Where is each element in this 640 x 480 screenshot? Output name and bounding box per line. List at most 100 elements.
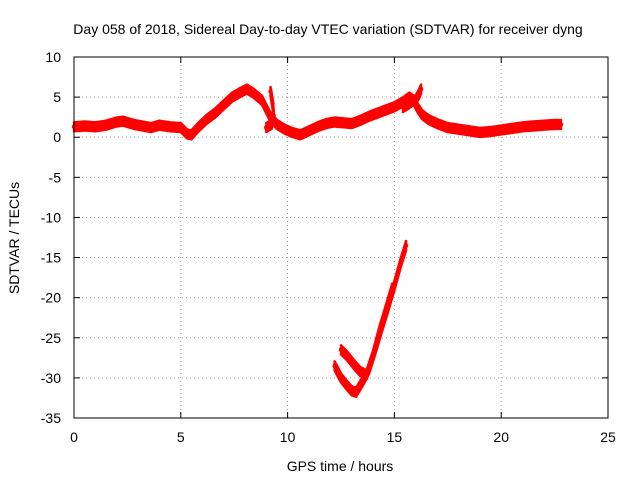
y-tick-label: -35: [41, 410, 61, 426]
data-point: [370, 353, 376, 358]
series-line: [339, 282, 394, 372]
x-tick-label: 15: [387, 429, 403, 445]
data-point: [366, 114, 371, 119]
y-tick-label: 10: [45, 49, 61, 65]
data-point: [204, 117, 209, 122]
data-point: [244, 86, 250, 92]
data-point: [338, 347, 344, 352]
series-line: [333, 360, 358, 390]
data-point: [477, 130, 482, 135]
data-point: [274, 122, 280, 127]
data-point: [157, 123, 162, 128]
y-tick-label: -10: [41, 209, 61, 225]
data-point: [298, 132, 303, 137]
data-point: [259, 98, 265, 103]
data-point: [345, 354, 350, 359]
data-point: [364, 372, 369, 377]
data-point: [185, 131, 190, 137]
data-point: [332, 119, 337, 125]
data-point: [398, 260, 403, 265]
data-point: [140, 123, 145, 129]
x-tick-label: 5: [177, 429, 185, 445]
data-point: [114, 119, 119, 125]
data-point: [103, 123, 109, 128]
data-point: [238, 90, 243, 95]
data-point: [558, 122, 564, 127]
chart-title: Day 058 of 2018, Sidereal Day-to-day VTE…: [73, 21, 582, 37]
series-main: [71, 83, 564, 141]
x-tick-label: 10: [280, 429, 296, 445]
y-tick-label: -30: [41, 370, 61, 386]
data-point: [418, 86, 424, 92]
data-point: [349, 388, 354, 393]
data-point: [415, 106, 421, 111]
data-point: [445, 125, 450, 130]
data-point: [120, 119, 126, 124]
data-point: [509, 126, 515, 131]
data-point: [488, 129, 493, 134]
series-spike-a: [264, 85, 276, 134]
series-line: [72, 83, 563, 132]
data-point: [434, 121, 440, 126]
series-line: [264, 85, 276, 125]
data-point: [531, 123, 536, 129]
series-line: [354, 239, 408, 390]
y-axis-label: SDTVAR / TECUs: [6, 182, 22, 294]
data-point: [131, 122, 136, 127]
data-point: [358, 118, 363, 123]
x-tick-label: 20: [493, 429, 509, 445]
data-point: [271, 113, 276, 118]
data-point: [270, 101, 275, 106]
y-tick-label: -20: [41, 290, 61, 306]
data-point: [383, 107, 389, 113]
data-point: [413, 97, 418, 102]
data-point: [332, 363, 337, 369]
data-point: [195, 125, 201, 130]
data-point: [390, 285, 395, 291]
series-line: [72, 85, 563, 134]
series-line: [72, 90, 563, 139]
ticks: 0 5 10 15 20 25 10 5 0 -5 -10 -15 -20 -25 -30 -35: [41, 49, 616, 445]
data-point: [360, 379, 365, 385]
data-point: [358, 369, 363, 374]
data-point: [289, 130, 295, 135]
y-tick-label: -5: [49, 169, 62, 185]
data-point: [353, 390, 359, 395]
data-point: [541, 123, 547, 128]
y-tick-label: 5: [53, 89, 61, 105]
data-point: [148, 125, 154, 130]
x-tick-label: 0: [70, 429, 78, 445]
data-point: [392, 104, 397, 109]
data-point: [338, 375, 344, 381]
series-line: [72, 92, 563, 141]
data-point: [340, 120, 346, 126]
grid: [74, 57, 608, 418]
data-point: [499, 127, 504, 133]
data-point: [229, 94, 235, 100]
data-point: [93, 124, 98, 129]
data-point: [251, 90, 256, 96]
data-point: [351, 362, 356, 367]
series-line: [72, 87, 563, 137]
series-dip-left: [332, 360, 359, 399]
y-tick-label: -25: [41, 330, 61, 346]
data-point: [403, 243, 409, 248]
data-point: [264, 125, 269, 130]
y-tick-label: -15: [41, 250, 61, 266]
data-point: [167, 124, 173, 129]
data-point: [383, 307, 389, 312]
series-spike-b: [400, 83, 424, 114]
series-dip-inner: [338, 282, 395, 381]
data-point: [467, 128, 472, 133]
data-point: [268, 89, 273, 94]
data-point: [221, 102, 226, 108]
data-point: [349, 121, 354, 126]
data-point: [82, 123, 87, 129]
data-point: [281, 126, 286, 131]
data-point: [306, 128, 312, 133]
data-point: [315, 124, 320, 129]
data-point: [405, 102, 410, 108]
data-point: [377, 329, 382, 334]
y-tick-label: 0: [53, 129, 61, 145]
